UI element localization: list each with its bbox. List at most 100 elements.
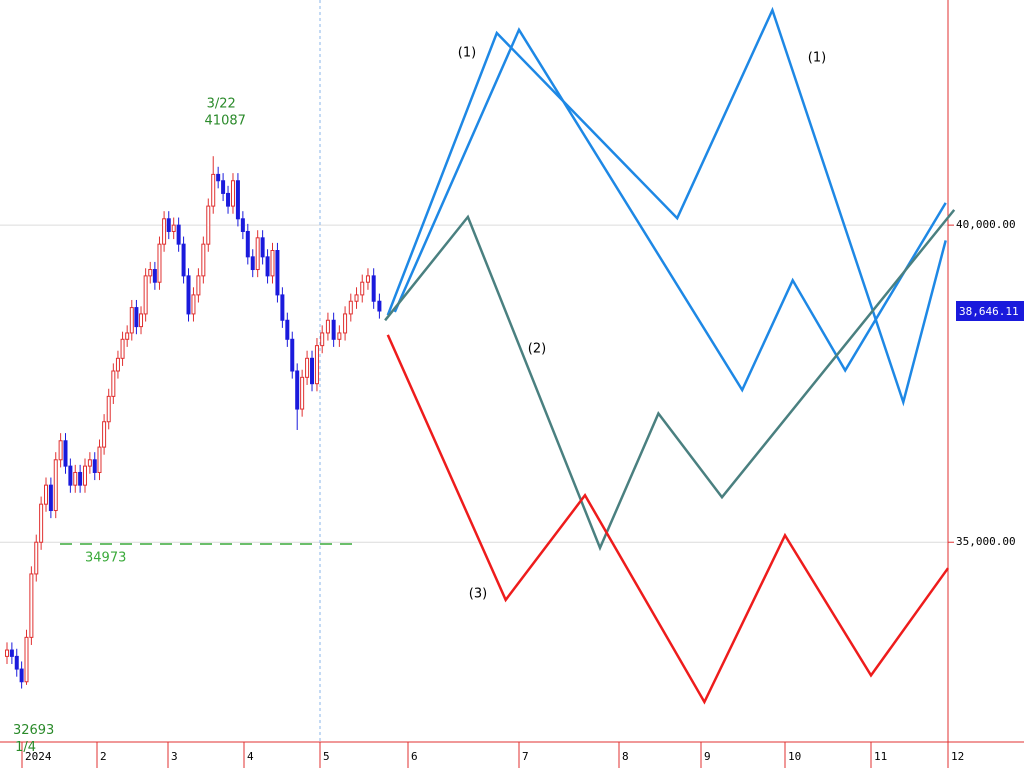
- candle-body: [226, 192, 231, 207]
- candle-body: [260, 237, 265, 258]
- candle-body: [186, 275, 191, 315]
- candle-body: [44, 484, 48, 505]
- price-tag: [956, 300, 1024, 321]
- candle-body: [129, 307, 134, 334]
- candle-body: [245, 230, 250, 258]
- candle-body: [5, 649, 9, 657]
- x-tick-label: 9: [704, 750, 711, 763]
- candle-body: [120, 338, 125, 359]
- candle-body: [216, 173, 221, 182]
- candle-body: [265, 256, 270, 277]
- candle-body: [34, 541, 39, 575]
- candle-body: [39, 503, 44, 543]
- candle-body: [92, 459, 97, 473]
- scenario-line: [386, 6, 947, 407]
- candle-body: [181, 243, 186, 277]
- candle-body: [176, 224, 181, 245]
- y-tick-label: 40,000.00: [956, 218, 1016, 231]
- candle-body: [19, 668, 24, 683]
- candle-body: [221, 180, 226, 194]
- candle-body: [48, 484, 53, 512]
- x-tick-label: 5: [323, 750, 330, 763]
- price-tag-label: 38,646.11: [959, 305, 1019, 318]
- candle-body: [360, 281, 365, 296]
- x-tick-label: 3: [171, 750, 178, 763]
- candle-body: [377, 300, 382, 312]
- candle-body: [275, 250, 280, 296]
- scenario-line: [393, 27, 947, 393]
- high-date: 3/22: [207, 97, 236, 112]
- candle-body: [73, 471, 78, 486]
- candle-body: [125, 332, 130, 340]
- candle-body: [97, 446, 102, 473]
- x-tick-label: 11: [874, 750, 887, 763]
- x-tick-label: 7: [522, 750, 529, 763]
- candle-body: [53, 459, 58, 512]
- candle-body: [191, 294, 196, 315]
- x-tick-label: 12: [951, 750, 964, 763]
- x-tick-label: 8: [622, 750, 629, 763]
- candle-body: [58, 440, 63, 461]
- candle-body: [83, 465, 87, 486]
- candle-body: [365, 275, 370, 283]
- candle-body: [270, 250, 275, 277]
- candle-body: [250, 256, 255, 271]
- candle-body: [102, 421, 107, 448]
- candle-body: [14, 655, 19, 670]
- y-tick-label: 35,000.00: [956, 535, 1016, 548]
- candle-body: [310, 357, 315, 385]
- scenario-label: (3): [469, 587, 487, 602]
- high-value: 41087: [205, 114, 246, 129]
- scenario-label: (1): [458, 46, 476, 61]
- candle-body: [371, 275, 376, 302]
- x-tick-label: 6: [411, 750, 418, 763]
- candle-body: [68, 465, 73, 486]
- candle-body: [157, 243, 162, 283]
- x-tick-label: 2024: [25, 750, 52, 763]
- candle-body: [280, 294, 285, 321]
- candle-body: [240, 218, 245, 232]
- candle-body: [78, 471, 83, 486]
- candle-body: [325, 319, 330, 334]
- low-value: 32693: [13, 723, 54, 738]
- candle-body: [255, 237, 260, 271]
- candle-body: [143, 275, 148, 315]
- candle-body: [196, 275, 201, 296]
- candle-body: [24, 636, 29, 683]
- candle-body: [148, 269, 153, 277]
- scenario-label: (1): [808, 51, 826, 66]
- candle-body: [152, 269, 157, 283]
- scenario-label: (2): [528, 342, 546, 357]
- candle-body: [171, 224, 176, 232]
- candle-body: [295, 370, 300, 410]
- candle-body: [230, 180, 235, 207]
- candle-body: [300, 376, 305, 410]
- x-tick-label: 10: [788, 750, 801, 763]
- candle-body: [305, 357, 310, 378]
- candle-body: [211, 173, 216, 207]
- candle-body: [235, 180, 240, 220]
- candle-body: [354, 294, 359, 302]
- candle-body: [337, 332, 342, 340]
- candle-body: [87, 459, 92, 467]
- candle-body: [162, 218, 167, 245]
- scenario-line: [384, 209, 956, 552]
- candle-body: [320, 332, 325, 347]
- candle-body: [206, 205, 211, 245]
- candle-body: [134, 307, 139, 328]
- level-label: 34973: [85, 550, 126, 565]
- low-date: 1/4: [15, 740, 36, 755]
- x-tick-label: 2: [100, 750, 107, 763]
- candle-body: [166, 218, 171, 232]
- candle-body: [285, 319, 290, 340]
- x-tick-label: 4: [247, 750, 254, 763]
- candle-body: [343, 313, 348, 334]
- candle-body: [111, 370, 116, 397]
- candle-body: [290, 338, 295, 372]
- candle-body: [9, 649, 14, 657]
- candle-body: [115, 357, 120, 372]
- candle-body: [139, 313, 144, 328]
